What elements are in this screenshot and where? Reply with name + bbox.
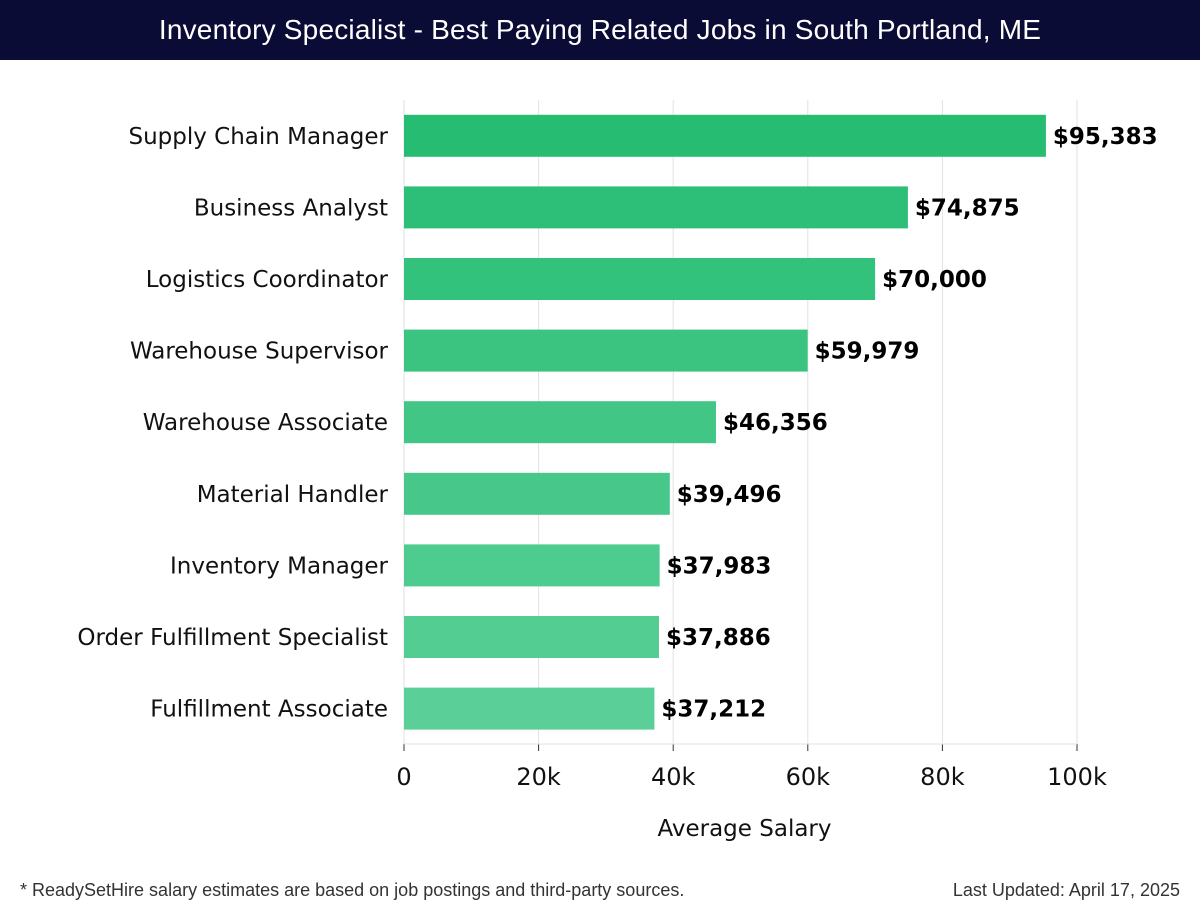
chart-title-bar: Inventory Specialist - Best Paying Relat… bbox=[0, 0, 1200, 60]
x-tick-label: 0 bbox=[396, 763, 411, 791]
value-label: $70,000 bbox=[882, 267, 987, 293]
bar bbox=[404, 258, 876, 300]
value-label: $59,979 bbox=[815, 339, 920, 365]
footer-note: * ReadySetHire salary estimates are base… bbox=[20, 880, 685, 900]
category-label: Supply Chain Manager bbox=[128, 124, 388, 150]
bar bbox=[404, 114, 1046, 157]
category-label: Warehouse Supervisor bbox=[130, 339, 389, 365]
value-label: $37,983 bbox=[667, 553, 772, 579]
bar bbox=[404, 472, 670, 515]
x-tick-label: 100k bbox=[1047, 763, 1107, 791]
last-updated: Last Updated: April 17, 2025 bbox=[952, 880, 1180, 900]
x-axis-title: Average Salary bbox=[657, 816, 831, 842]
bar bbox=[404, 186, 908, 229]
bar bbox=[404, 544, 660, 587]
x-tick-label: 20k bbox=[516, 763, 561, 791]
category-label: Fulfillment Associate bbox=[150, 697, 388, 723]
category-label: Warehouse Associate bbox=[143, 410, 388, 436]
value-label: $46,356 bbox=[723, 410, 828, 436]
bar bbox=[404, 329, 808, 372]
category-label: Order Fulfillment Specialist bbox=[77, 625, 388, 651]
salary-bar-chart: 0 20k 40k 60k 80k 100k Supply Chain Manager $95… bbox=[77, 100, 1158, 842]
value-label: $39,496 bbox=[677, 482, 782, 508]
category-label: Inventory Manager bbox=[170, 553, 389, 579]
bar bbox=[404, 687, 655, 730]
x-tick-label: 60k bbox=[786, 763, 831, 791]
value-label: $95,383 bbox=[1053, 124, 1158, 150]
chart-title: Inventory Specialist - Best Paying Relat… bbox=[158, 14, 1042, 45]
category-label: Business Analyst bbox=[194, 195, 388, 221]
bar bbox=[404, 401, 716, 444]
value-label: $37,886 bbox=[666, 625, 771, 651]
value-label: $74,875 bbox=[915, 195, 1020, 221]
category-label: Material Handler bbox=[197, 482, 389, 508]
value-label: $37,212 bbox=[661, 697, 766, 723]
x-tick-label: 80k bbox=[920, 763, 965, 791]
x-tick-label: 40k bbox=[651, 763, 696, 791]
bar bbox=[404, 616, 659, 658]
category-label: Logistics Coordinator bbox=[146, 267, 389, 293]
